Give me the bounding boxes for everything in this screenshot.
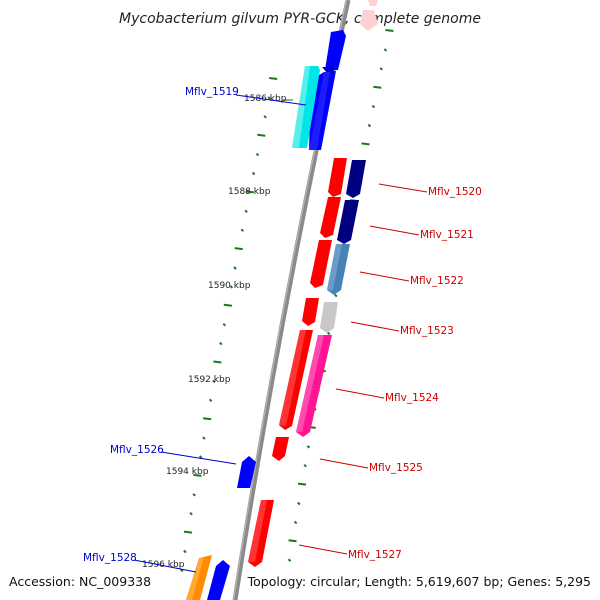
- gene-arrow-Mflv_1526: [237, 456, 256, 488]
- gene-label-Mflv_1521[interactable]: Mflv_1521: [420, 229, 474, 241]
- outer-scale-tick: [251, 171, 256, 176]
- leader-Mflv_1527: [298, 544, 348, 555]
- gene-arrow-Mflv_1525: [272, 437, 289, 461]
- gene-arrow-Mflv_1524-shade: [296, 335, 324, 432]
- gene-arrow-Mflv_1523: [320, 302, 338, 333]
- outer-scale-tick: [233, 266, 237, 270]
- gene-label-Mflv_1527[interactable]: Mflv_1527: [348, 549, 402, 561]
- topology-text: Topology: circular; Length: 5,619,607 bp…: [247, 574, 591, 589]
- gene-label-Mflv_1525[interactable]: Mflv_1525: [369, 462, 423, 474]
- inner-scale-tick: [288, 539, 297, 543]
- outer-scale-tick: [192, 493, 196, 497]
- leader-Mflv_1528: [133, 559, 197, 573]
- partial-gene-fragment-top: [368, 0, 378, 6]
- outer-scale-tick: [240, 228, 245, 232]
- outer-scale-tick: [180, 568, 184, 573]
- gene-arrow-reverse-2: [320, 197, 341, 238]
- inner-scale-tick: [371, 104, 376, 109]
- gene-arrow-Mflv_1520: [346, 160, 366, 198]
- outer-scale-tick: [255, 152, 260, 157]
- outer-scale-tick: [234, 247, 243, 251]
- gene-arrow-Mflv_1528-shade: [186, 557, 204, 600]
- gene-label-Mflv_1524[interactable]: Mflv_1524: [385, 392, 439, 404]
- outer-scale-tick: [222, 322, 227, 327]
- inner-scale-tick: [367, 123, 372, 128]
- inner-scale-tick: [297, 501, 301, 506]
- outer-scale-tick: [208, 398, 213, 403]
- gene-arrow-forward-top: [325, 30, 346, 70]
- outer-scale-tick: [202, 436, 206, 440]
- inner-scale-tick: [287, 558, 292, 562]
- outer-scale-tick: [189, 511, 193, 516]
- inner-scale-tick: [383, 48, 388, 52]
- gene-label-Mflv_1520[interactable]: Mflv_1520: [428, 186, 482, 198]
- outer-scale-tick: [183, 530, 193, 534]
- outer-scale-tick: [223, 303, 232, 307]
- outer-scale-tick: [263, 115, 267, 119]
- gene-arrow-Mflv_1519-shade: [292, 66, 310, 148]
- partial-gene-fragment: [360, 10, 378, 31]
- outer-scale-tick: [198, 455, 203, 459]
- outer-scale-tick: [245, 190, 254, 194]
- gene-arrow-reverse-4: [302, 298, 319, 326]
- leader-Mflv_1523: [350, 321, 400, 332]
- gene-arrow-Mflv_1527-shade: [248, 500, 267, 562]
- gene-label-Mflv_1519[interactable]: Mflv_1519: [185, 86, 239, 98]
- inner-scale-tick: [306, 445, 311, 449]
- leader-Mflv_1520: [378, 183, 428, 193]
- outer-scale-tick: [193, 473, 202, 477]
- scale-label-1588: 1588 kbp: [228, 187, 271, 197]
- accession-text: Accession: NC_009338: [9, 574, 151, 589]
- footer-left-bg: [0, 572, 160, 592]
- scale-label-1594: 1594 kbp: [166, 467, 209, 477]
- gene-label-Mflv_1526[interactable]: Mflv_1526: [110, 444, 164, 456]
- outer-scale-tick: [219, 341, 223, 346]
- gene-label-Mflv_1528[interactable]: Mflv_1528: [83, 552, 137, 564]
- inner-scale-tick: [385, 29, 394, 32]
- outer-scale-tick: [229, 285, 234, 289]
- inner-scale-tick: [361, 142, 370, 146]
- inner-scale-tick: [373, 85, 382, 89]
- outer-scale-tick: [269, 77, 278, 80]
- outer-scale-tick: [213, 360, 222, 364]
- gene-label-Mflv_1523[interactable]: Mflv_1523: [400, 325, 454, 337]
- leader-Mflv_1525: [319, 458, 369, 469]
- inner-scale-tick: [334, 293, 338, 298]
- scale-label-1590: 1590 kbp: [208, 281, 251, 291]
- leader-Mflv_1524: [335, 388, 385, 399]
- outer-scale-tick: [203, 417, 212, 421]
- outer-scale-tick: [183, 549, 187, 554]
- gene-arrow-forward-long-shade: [309, 72, 330, 150]
- map-title: Mycobacterium gilvum PYR-GCK, complete g…: [119, 11, 481, 27]
- gene-arrow-reverse-1: [328, 158, 347, 197]
- outer-scale-tick: [212, 379, 216, 384]
- outer-scale-tick: [257, 133, 266, 137]
- gene-arrow-reverse-5-shade: [279, 330, 306, 426]
- footer-right-bg: [258, 572, 600, 592]
- gene-arrow-forward-bottom: [207, 560, 230, 600]
- gene-label-Mflv_1522[interactable]: Mflv_1522: [410, 275, 464, 287]
- scale-label-1596: 1596 kbp: [142, 560, 185, 570]
- inner-scale-tick: [326, 331, 331, 336]
- inner-scale-tick: [293, 520, 298, 525]
- inner-scale-tick: [297, 482, 307, 486]
- gene-arrow-Mflv_1521: [337, 200, 359, 244]
- leader-Mflv_1522: [359, 271, 410, 282]
- inner-scale-tick: [303, 463, 307, 468]
- outer-scale-tick: [267, 96, 271, 100]
- outer-scale-tick: [244, 209, 248, 214]
- leader-Mflv_1526: [160, 451, 237, 465]
- leader-Mflv_1521: [369, 225, 420, 236]
- leader-Mflv_1519: [235, 94, 307, 106]
- gene-arrow-reverse-3: [310, 240, 332, 288]
- inner-scale-tick: [379, 67, 384, 71]
- gene-arrow-Mflv_1522-shade: [327, 244, 342, 290]
- scale-label-1592: 1592 kbp: [188, 375, 231, 385]
